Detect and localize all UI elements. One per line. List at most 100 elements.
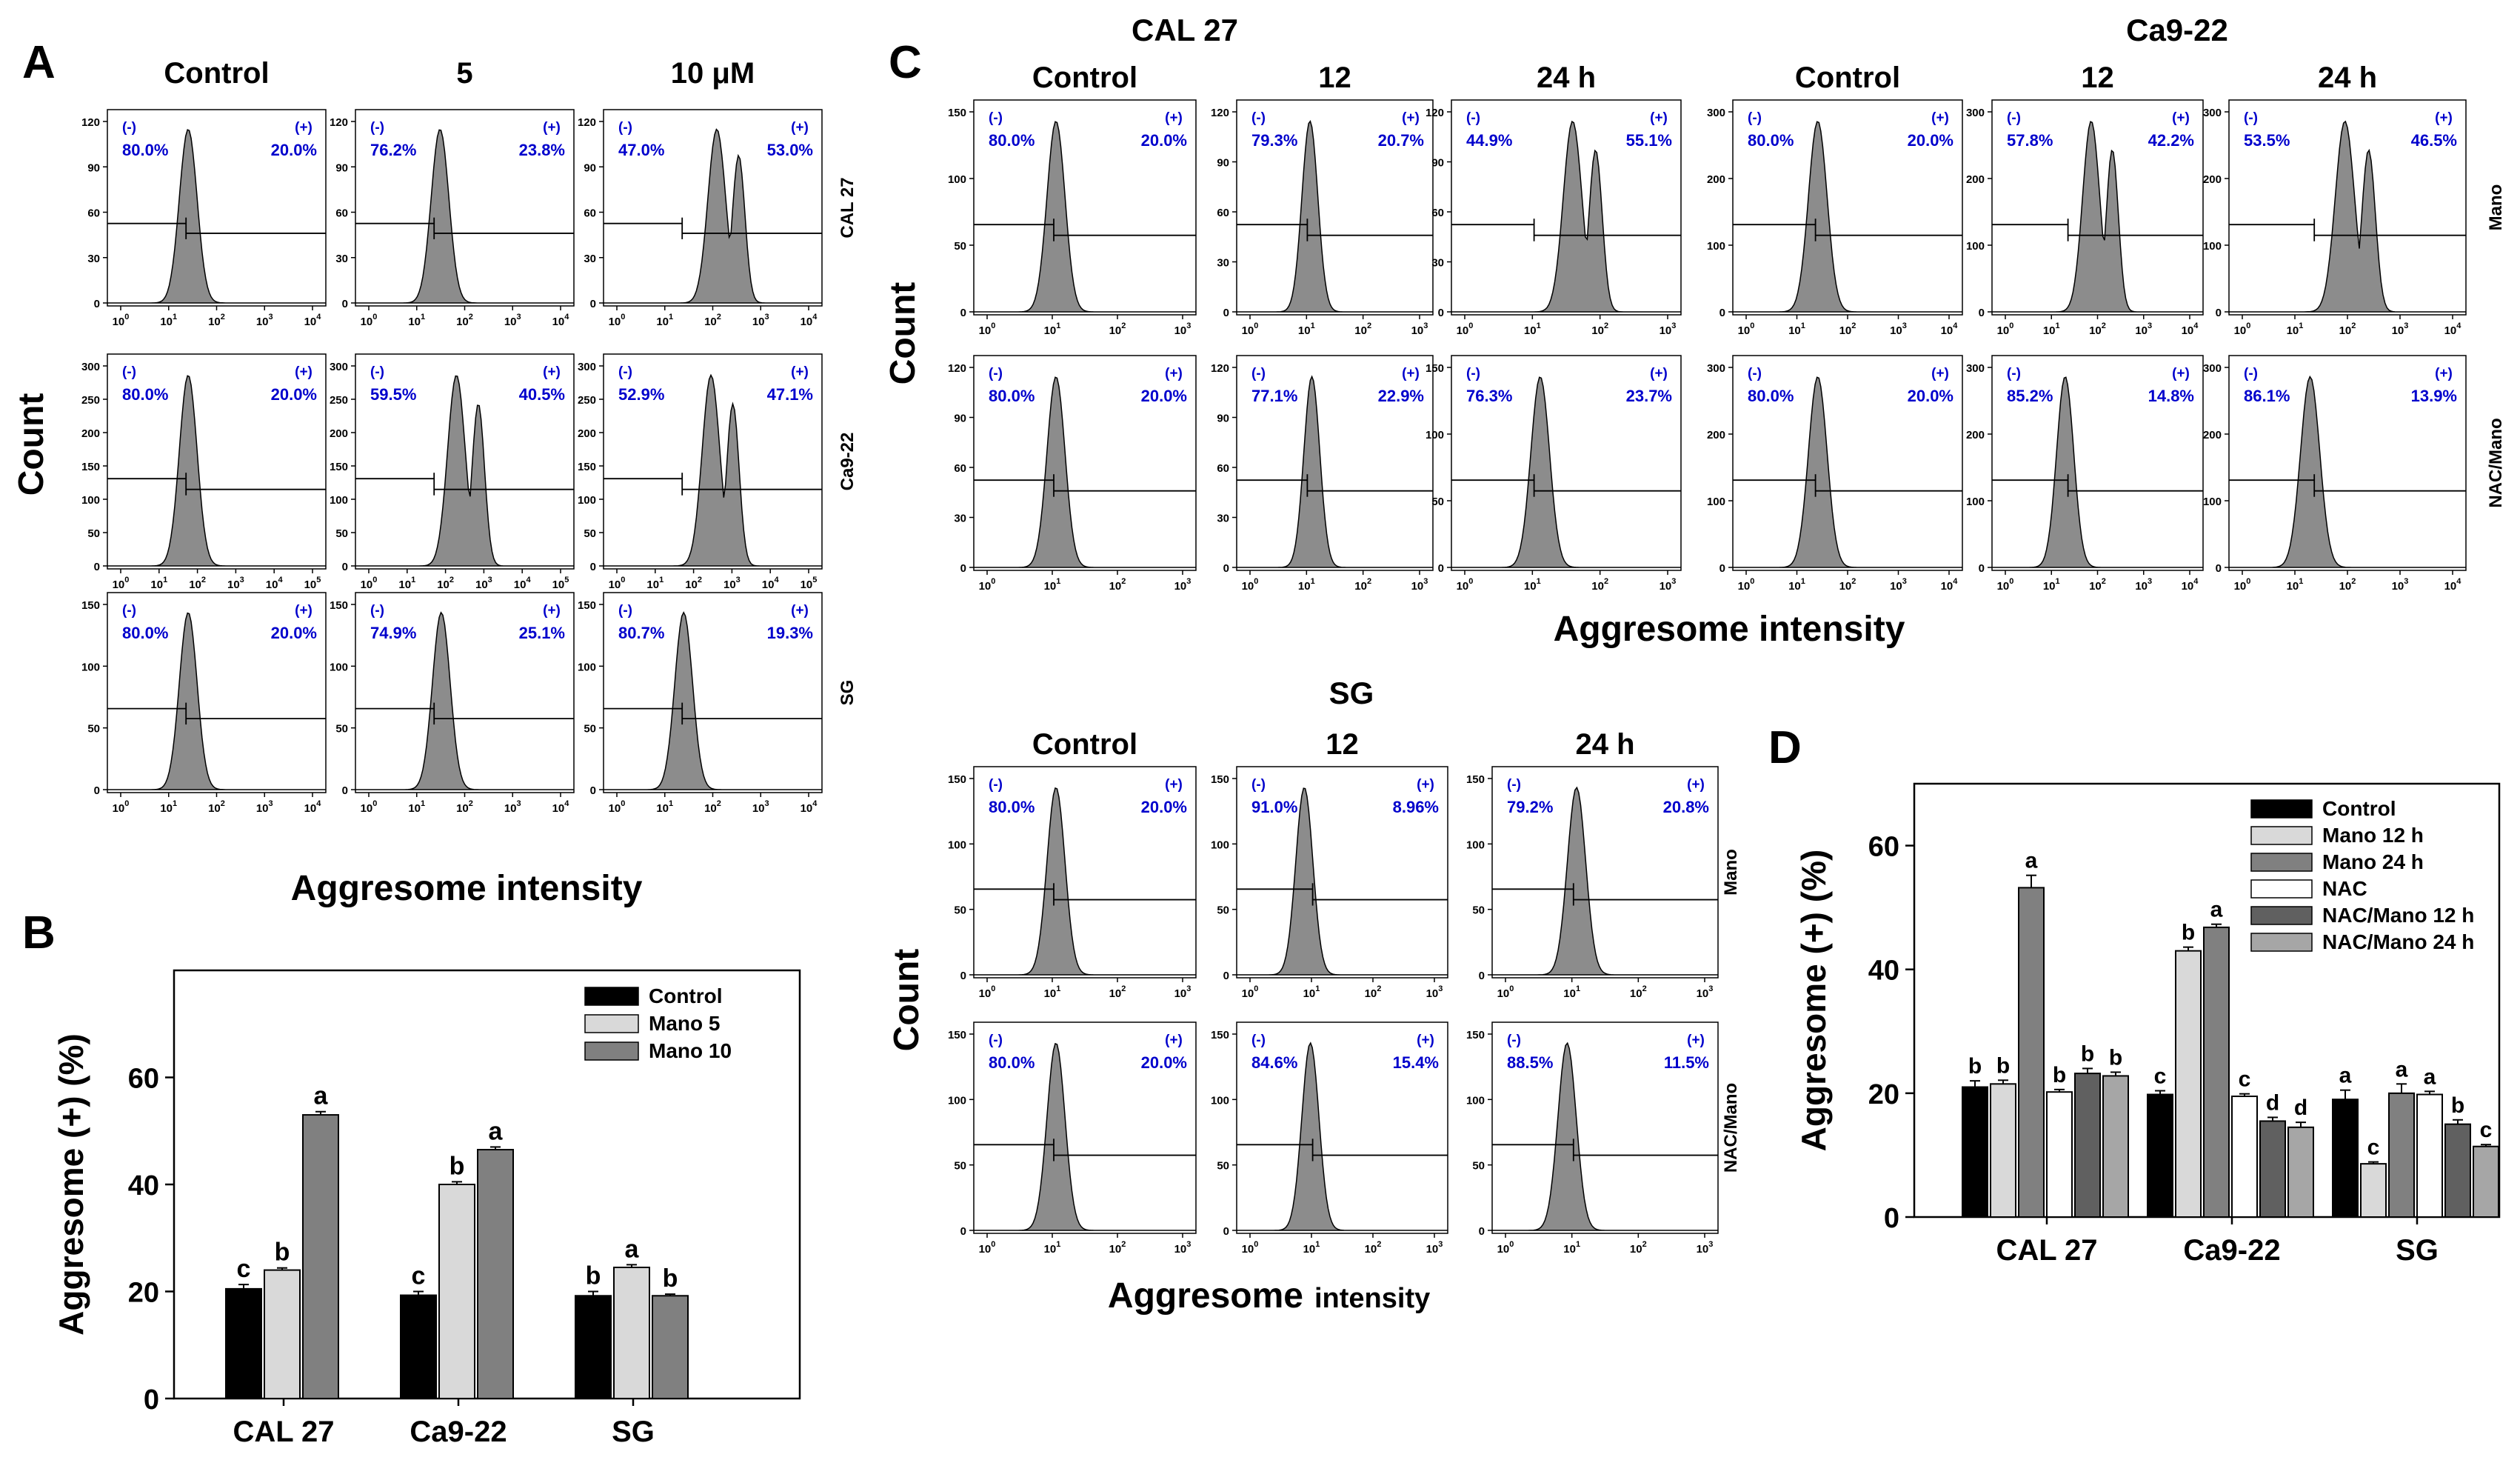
x-tick-label: 103 <box>1890 577 1907 593</box>
histogram-frame <box>973 1021 1197 1234</box>
neg-percent: 53.5% <box>2244 131 2290 150</box>
y-tick-label: 90 <box>87 161 100 174</box>
y-tick-label: 50 <box>87 527 100 540</box>
x-tick-label: 100 <box>361 799 378 815</box>
y-tick-label: 200 <box>2203 429 2222 441</box>
histogram-curve <box>1237 1041 1448 1231</box>
bar-mano-12-h <box>2360 1163 2387 1218</box>
y-tick-label: 50 <box>1431 496 1444 508</box>
gate-neg-label: (-) <box>2244 366 2258 381</box>
column-header: Control <box>1032 61 1137 94</box>
pos-percent: 23.8% <box>519 141 565 159</box>
x-axis-title-suffix: intensity <box>1314 1283 1430 1314</box>
legend-swatch <box>2250 933 2313 952</box>
histogram-curve <box>1992 376 2203 568</box>
neg-percent: 80.0% <box>1748 387 1794 405</box>
histogram-curve <box>107 375 326 567</box>
x-tick-label: 103 <box>2392 577 2409 593</box>
gate-neg-label: (-) <box>1466 366 1480 381</box>
y-axis-title: Count <box>883 282 923 385</box>
neg-percent: 84.6% <box>1251 1053 1297 1072</box>
histogram-cell: 0 100 200 300 100 101 102 103 104 (-) (+) 57.8% 42.2… <box>1966 99 2204 337</box>
row-label: NAC/Mano <box>2486 418 2506 507</box>
histogram-curve <box>974 121 1196 313</box>
y-tick-label: 0 <box>1223 1225 1229 1238</box>
y-tick-label: 60 <box>1868 832 1899 863</box>
panel-a-letter: A <box>22 37 56 88</box>
y-tick-label: 120 <box>81 116 100 129</box>
y-tick-label: 90 <box>1431 157 1444 170</box>
group-title: CAL 27 <box>1132 13 1238 47</box>
x-tick-label: 101 <box>1044 1240 1061 1256</box>
x-tick-label: 100 <box>1497 984 1514 1000</box>
x-tick-label: 100 <box>609 576 626 591</box>
pos-percent: 20.0% <box>271 624 317 642</box>
x-tick-label: 100 <box>1738 321 1755 337</box>
significance-letter: b <box>2109 1045 2122 1070</box>
legend-label: Mano 5 <box>649 1012 720 1035</box>
gate-neg-label: (-) <box>618 364 632 380</box>
gate-pos-label: (+) <box>1165 1033 1183 1048</box>
bar-nac <box>2231 1096 2258 1219</box>
pos-percent: 23.7% <box>1626 387 1672 405</box>
gate-neg-label: (-) <box>989 110 1003 126</box>
histogram-cell: 0 100 200 300 100 101 102 103 104 (-) (+) 85.2% 14.8… <box>1966 355 2204 593</box>
x-tick-label: 101 <box>1044 984 1061 1000</box>
gate-pos-label: (+) <box>1165 366 1183 381</box>
bar-mano-24-h <box>2388 1092 2415 1219</box>
x-tick-label: 104 <box>762 576 780 591</box>
pos-percent: 53.0% <box>767 141 813 159</box>
y-tick-label: 50 <box>1472 1160 1485 1173</box>
significance-letter: d <box>2294 1096 2307 1120</box>
y-axis-title: Aggresome (+) (%) <box>1794 850 1833 1152</box>
histogram-curve <box>355 375 574 567</box>
legend-swatch <box>2250 879 2313 899</box>
y-tick-label: 0 <box>1719 562 1725 575</box>
gate-pos-label: (+) <box>1687 777 1705 793</box>
y-tick-label: 0 <box>1223 562 1229 575</box>
y-tick-label: 50 <box>87 723 100 736</box>
histogram-cell: 0 30 60 90 120 100 101 102 103 104 (-) (+) 76.2% 23.8… <box>330 109 575 328</box>
pos-percent: 25.1% <box>519 624 565 642</box>
gate-pos-label: (+) <box>791 364 809 380</box>
histogram-curve <box>604 611 822 790</box>
gate-pos-label: (+) <box>1931 366 1949 381</box>
histogram-cell: 0 50 100 150 100 101 102 103 (-) (+) 80.0% 20.0% <box>948 99 1197 337</box>
neg-percent: 76.3% <box>1466 387 1512 405</box>
histogram-frame <box>603 353 823 570</box>
y-tick-label: 0 <box>342 298 348 310</box>
x-tick-label: 101 <box>656 799 673 815</box>
pos-percent: 20.0% <box>1141 387 1187 405</box>
y-tick-label: 150 <box>81 461 100 473</box>
y-tick-label: 120 <box>948 362 966 375</box>
gate-pos-label: (+) <box>791 120 809 136</box>
category-label: SG <box>612 1416 655 1448</box>
y-tick-label: 30 <box>87 253 100 265</box>
y-tick-label: 0 <box>590 784 596 797</box>
x-tick-label: 100 <box>2234 321 2251 337</box>
y-tick-label: 0 <box>590 298 596 310</box>
legend-label: Mano 10 <box>649 1039 732 1062</box>
bar-nac-mano-12-h <box>2444 1123 2471 1218</box>
row-label: Ca9-22 <box>838 433 858 491</box>
gate-pos-label: (+) <box>295 120 313 136</box>
y-tick-label: 50 <box>954 904 966 917</box>
y-tick-label: 120 <box>1426 107 1444 119</box>
x-tick-label: 100 <box>113 313 130 328</box>
pos-percent: 13.9% <box>2411 387 2457 405</box>
row-label: NAC/Mano <box>1721 1083 1741 1173</box>
x-tick-label: 101 <box>150 576 167 591</box>
pos-percent: 20.0% <box>1141 798 1187 816</box>
neg-percent: 80.0% <box>989 387 1035 405</box>
x-tick-label: 103 <box>1660 577 1677 593</box>
x-tick-label: 104 <box>514 576 532 591</box>
significance-letter: a <box>314 1082 329 1110</box>
x-tick-label: 100 <box>1997 577 2014 593</box>
x-tick-label: 103 <box>256 313 273 328</box>
y-tick-label: 0 <box>2216 562 2222 575</box>
neg-percent: 80.0% <box>989 1053 1035 1072</box>
x-tick-label: 103 <box>752 799 769 815</box>
gate-pos-label: (+) <box>1650 366 1668 381</box>
x-tick-label: 102 <box>1591 577 1608 593</box>
x-tick-label: 102 <box>2339 577 2356 593</box>
